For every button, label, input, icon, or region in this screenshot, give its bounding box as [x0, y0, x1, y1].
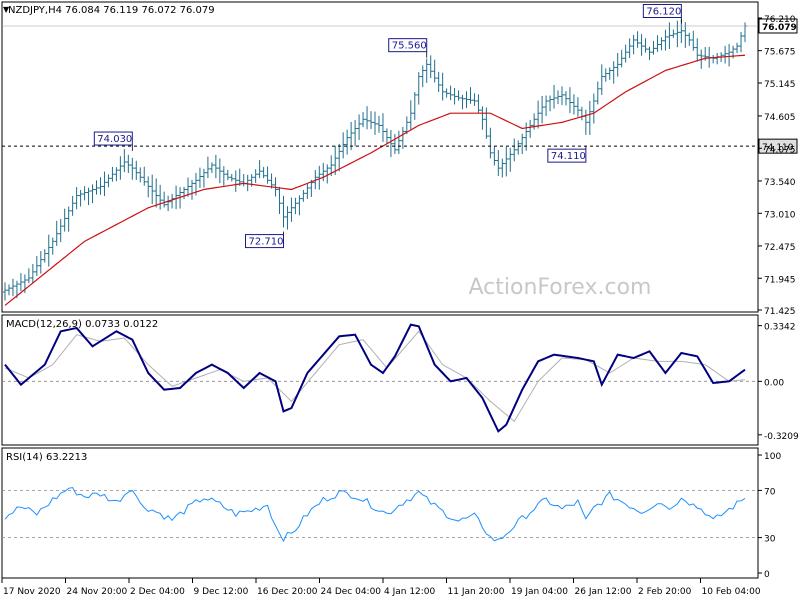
annotation-label: 74.110 [551, 151, 586, 162]
rsi-axis: 100 70 30 0 [758, 452, 781, 580]
macd-panel-frame [1, 314, 759, 446]
price-tick-label: 76.210 [764, 15, 796, 25]
price-tick-label: 75.145 [764, 80, 796, 90]
time-tick-label: 16 Dec 20:00 [257, 587, 318, 597]
annotation-label: 74.030 [97, 134, 132, 145]
annotation-box [388, 38, 428, 53]
price-tick-label: 73.540 [764, 178, 796, 188]
price-tick-label: 72.475 [764, 243, 796, 253]
watermark: ActionForex.com [469, 275, 652, 300]
annotation-box [244, 234, 284, 249]
ma-line [4, 54, 746, 306]
annotation-box [547, 148, 587, 163]
price-tick-label: 75.675 [764, 48, 796, 58]
time-tick-label: 2 Dec 04:00 [130, 587, 185, 597]
macd-tick-label: 0.00 [764, 378, 784, 388]
annotation-label: 76.120 [646, 6, 681, 17]
rsi-tick-label: 70 [764, 487, 776, 497]
annotation-box [93, 131, 133, 146]
macd-signal-line [4, 330, 746, 423]
macd-axis: 0.3342 0.00 -0.3209 [758, 323, 799, 442]
price-bars [3, 19, 747, 301]
current-price-box [758, 18, 798, 34]
time-tick-label: 4 Jan 12:00 [384, 587, 436, 597]
price-moving-average [4, 54, 746, 306]
annotation-box [642, 3, 682, 18]
annotation-label: 75.560 [392, 41, 427, 52]
price-panel-frame [1, 1, 759, 313]
time-tick-label: 24 Nov 20:00 [67, 587, 128, 597]
time-tick-label: 11 Jan 20:00 [448, 587, 505, 597]
price-annotations: 74.030 72.710 75.560 74.110 76.120 [93, 3, 682, 249]
macd-lines [4, 323, 746, 433]
symbol-label: NZDJPY,H4 76.084 76.119 76.072 76.079 [8, 5, 215, 16]
price-tick-label: 74.605 [764, 113, 796, 123]
time-tick-label: 26 Jan 12:00 [575, 587, 632, 597]
macd-tick-label: 0.3342 [764, 323, 796, 333]
time-tick-label: 10 Feb 04:00 [702, 587, 761, 597]
rsi-line-path [4, 486, 746, 543]
price-tick-label: 74.075 [764, 145, 796, 155]
rsi-line [4, 486, 746, 543]
symbol-triangle-icon: ▼ [3, 5, 10, 14]
rsi-panel-frame [1, 447, 759, 579]
price-tick-label: 73.010 [764, 210, 796, 220]
price-tick-label: 71.945 [764, 275, 796, 285]
support-level-label: 74.110 [762, 143, 794, 153]
time-tick-label: 19 Jan 04:00 [511, 587, 568, 597]
price-tick-label: 71.425 [764, 307, 796, 317]
support-level-box [758, 138, 798, 154]
time-tick-label: 17 Nov 2020 [3, 587, 61, 597]
rsi-levels [2, 489, 758, 538]
rsi-tick-label: 0 [764, 570, 770, 580]
price-horizontal-level: 74.110 76.079 [2, 18, 798, 154]
current-price-label: 76.079 [762, 23, 797, 33]
time-tick-label: 2 Feb 20:00 [638, 587, 692, 597]
macd-main-line [4, 323, 746, 433]
time-tick-label: 24 Dec 04:00 [321, 587, 382, 597]
price-axis: 76.210 75.675 75.145 74.605 74.075 73.540 73.0… [758, 15, 796, 317]
rsi-tick-label: 100 [764, 452, 781, 462]
macd-tick-label: -0.3209 [764, 432, 799, 442]
rsi-tick-label: 30 [764, 535, 776, 545]
time-tick-label: 9 Dec 12:00 [194, 587, 249, 597]
annotation-label: 72.710 [248, 237, 283, 248]
time-axis: 17 Nov 2020 24 Nov 20:00 2 Dec 04:00 9 Dec … [1, 578, 761, 597]
macd-label: MACD(12,26,9) 0.0733 0.0122 [6, 319, 158, 330]
rsi-label: RSI(14) 63.2213 [6, 452, 87, 463]
